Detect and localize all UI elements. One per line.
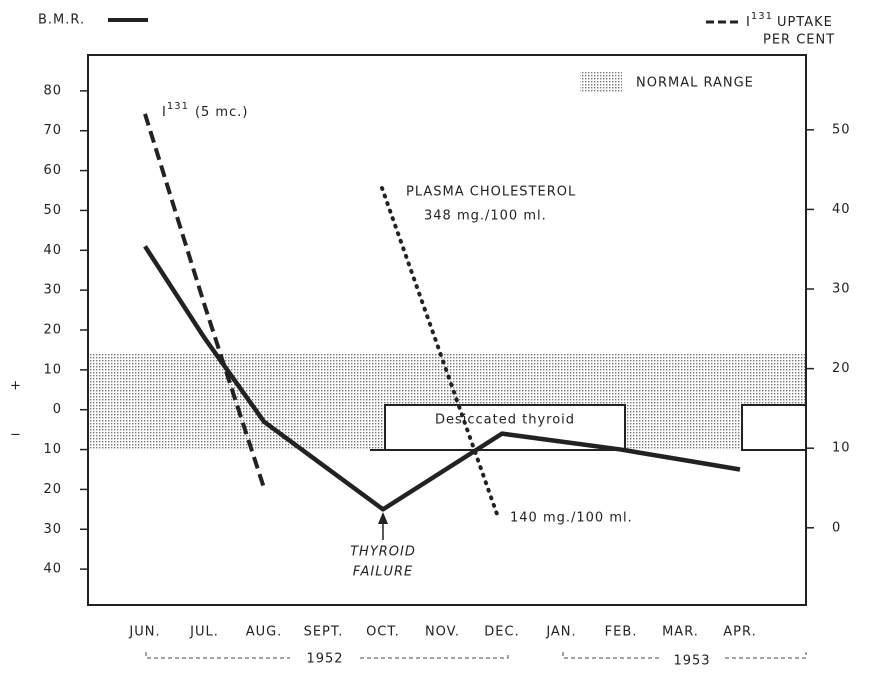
- y2-tick-label: 0: [832, 520, 841, 535]
- x-tick-label: NOV.: [425, 625, 460, 640]
- sign-minus: −: [10, 428, 22, 443]
- x-tick-label: AUG.: [246, 625, 283, 640]
- year-label: 1952: [306, 652, 343, 667]
- therapy-label: Desiccated thyroid: [435, 413, 575, 428]
- x-tick-label: SEPT.: [304, 625, 344, 640]
- cholesterol-title: PLASMA CHOLESTEROL: [406, 185, 576, 200]
- right-axis-label: I131 UPTAKE: [746, 11, 833, 30]
- therapy-box: [741, 404, 807, 451]
- y-tick-label: 30: [43, 283, 62, 298]
- cholesterol-end: 140 mg./100 ml.: [510, 511, 633, 526]
- y-tick-label: 20: [43, 323, 62, 338]
- failure-label: THYROID: [350, 545, 416, 560]
- y2-tick-label: 10: [832, 441, 851, 456]
- x-tick-label: JAN.: [545, 625, 576, 640]
- cholesterol-line: [380, 186, 500, 519]
- y-tick-label: 70: [43, 123, 62, 138]
- year-bracket: [562, 652, 807, 659]
- y-tick-label: 80: [43, 83, 62, 98]
- y-tick-label: 20: [43, 482, 62, 497]
- x-tick-label: OCT.: [366, 625, 400, 640]
- year-bracket: [145, 652, 509, 659]
- series-line: [143, 113, 266, 489]
- x-tick-label: APR.: [723, 625, 756, 640]
- y-tick-label: 50: [43, 203, 62, 218]
- y-tick-label: 0: [53, 402, 62, 417]
- series-line: [143, 245, 741, 512]
- y2-tick-label: 40: [832, 202, 851, 217]
- year-label: 1953: [673, 654, 710, 669]
- y-tick-label: 30: [43, 522, 62, 537]
- y-tick-label: 10: [43, 362, 62, 377]
- y-tick-label: 10: [43, 442, 62, 457]
- y-tick-label: 40: [43, 562, 62, 577]
- plot-frame: [87, 54, 807, 606]
- y2-tick-label: 50: [832, 122, 851, 137]
- x-tick-label: JUN.: [128, 625, 160, 640]
- x-tick-label: MAR.: [662, 625, 699, 640]
- y-tick-label: 40: [43, 243, 62, 258]
- normal-range-label: NORMAL RANGE: [636, 76, 754, 91]
- right-axis-label: PER CENT: [763, 33, 835, 48]
- x-tick-label: FEB.: [605, 625, 638, 640]
- y2-tick-label: 30: [832, 282, 851, 297]
- cholesterol-start: 348 mg./100 ml.: [424, 209, 547, 224]
- arrow-head: [378, 512, 388, 524]
- dose-annotation: I131 (5 mc.): [162, 101, 248, 120]
- normal-range-swatch: [580, 72, 622, 92]
- failure-label: FAILURE: [353, 565, 413, 580]
- y2-tick-label: 20: [832, 361, 851, 376]
- sign-plus: +: [10, 379, 22, 394]
- left-axis-label: B.M.R.: [38, 13, 85, 28]
- y-tick-label: 60: [43, 163, 62, 178]
- x-tick-label: JUL.: [189, 625, 219, 640]
- x-tick-label: DEC.: [484, 625, 519, 640]
